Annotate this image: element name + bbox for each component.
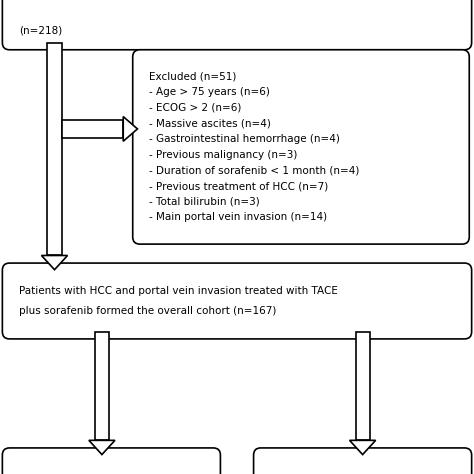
Text: - Total bilirubin (n=3): - Total bilirubin (n=3): [149, 197, 260, 207]
Text: - Age > 75 years (n=6): - Age > 75 years (n=6): [149, 87, 270, 97]
Text: - ECOG > 2 (n=6): - ECOG > 2 (n=6): [149, 103, 242, 113]
Text: - Massive ascites (n=4): - Massive ascites (n=4): [149, 118, 271, 128]
FancyBboxPatch shape: [2, 448, 220, 474]
FancyBboxPatch shape: [133, 50, 469, 244]
Text: - Duration of sorafenib < 1 month (n=4): - Duration of sorafenib < 1 month (n=4): [149, 165, 360, 175]
Polygon shape: [42, 255, 67, 270]
Polygon shape: [89, 440, 115, 455]
Polygon shape: [62, 120, 123, 138]
Text: - Previous malignancy (n=3): - Previous malignancy (n=3): [149, 150, 298, 160]
FancyBboxPatch shape: [2, 0, 472, 50]
Polygon shape: [356, 332, 370, 440]
FancyBboxPatch shape: [2, 263, 472, 339]
Polygon shape: [123, 117, 137, 141]
Polygon shape: [350, 440, 375, 455]
Polygon shape: [47, 43, 62, 255]
Text: - Main portal vein invasion (n=14): - Main portal vein invasion (n=14): [149, 212, 328, 222]
FancyBboxPatch shape: [254, 448, 472, 474]
Text: plus sorafenib formed the overall cohort (n=167): plus sorafenib formed the overall cohort…: [19, 306, 276, 316]
Text: Excluded (n=51): Excluded (n=51): [149, 72, 237, 82]
Text: (n=218): (n=218): [19, 26, 62, 36]
Text: - Previous treatment of HCC (n=7): - Previous treatment of HCC (n=7): [149, 181, 328, 191]
Polygon shape: [95, 332, 109, 440]
Text: Patients with HCC and portal vein invasion treated with TACE: Patients with HCC and portal vein invasi…: [19, 286, 338, 296]
Text: - Gastrointestinal hemorrhage (n=4): - Gastrointestinal hemorrhage (n=4): [149, 134, 340, 144]
